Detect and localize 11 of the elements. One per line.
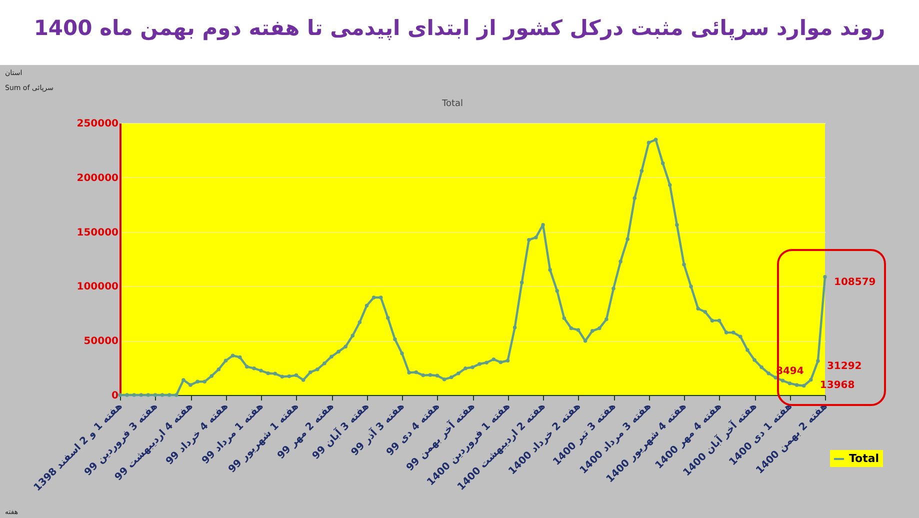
y-tick-label: 200000	[76, 172, 119, 184]
y-tick-label: 250000	[76, 118, 119, 130]
y-tick-label: 50000	[84, 336, 119, 348]
chart-subtitle: Total	[440, 99, 464, 109]
y-tick-label: 0	[112, 390, 119, 402]
data-label: 108579	[834, 276, 876, 288]
chart-title: روند موارد سرپائی مثبت درکل کشور از ابتدای اپیدمی تا هفته دوم بهمن ماه 1400	[34, 16, 886, 41]
y-tick-label: 150000	[76, 227, 119, 238]
y-tick-label: 100000	[76, 282, 119, 293]
legend-label: Total	[849, 452, 880, 465]
data-label: 31292	[826, 360, 862, 372]
